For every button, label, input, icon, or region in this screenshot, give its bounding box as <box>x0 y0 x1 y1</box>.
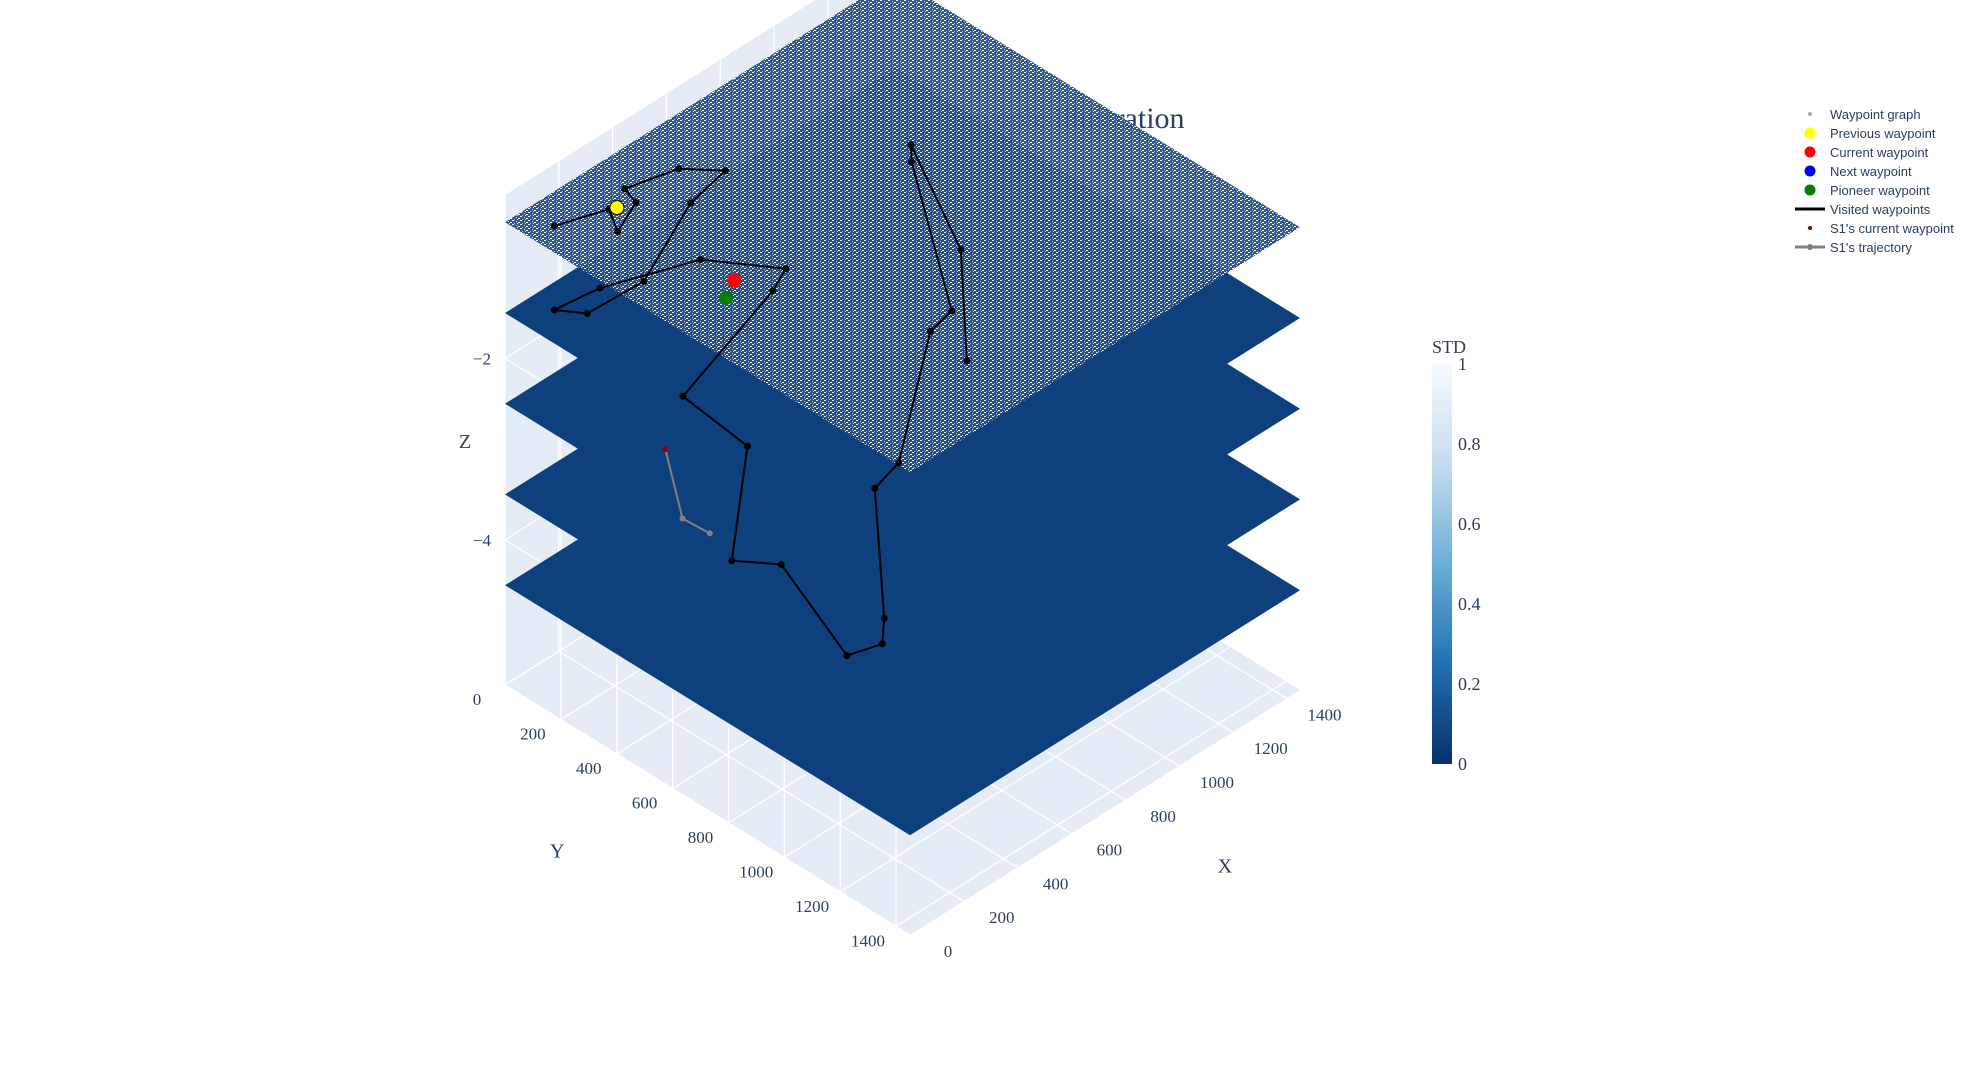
colorbar-gradient <box>1432 364 1452 764</box>
visited-waypoint-marker <box>743 442 751 450</box>
x-tick-label: 1400 <box>1308 705 1342 724</box>
colorbar-tick-label: 0.4 <box>1458 594 1481 614</box>
legend-marker <box>1804 127 1816 139</box>
visited-waypoint-marker <box>550 306 558 314</box>
legend-label: Current waypoint <box>1830 145 1929 160</box>
visited-waypoint-marker <box>878 640 886 648</box>
visited-waypoint-marker <box>550 222 558 230</box>
previous-waypoint-marker <box>609 200 625 216</box>
x-tick-label: 400 <box>1043 874 1069 893</box>
visited-waypoint-marker <box>728 557 736 565</box>
y-tick-label: 400 <box>576 759 602 778</box>
colorbar-title: STD <box>1432 337 1466 357</box>
x-tick-label: 0 <box>944 942 953 961</box>
legend-marker-dot <box>1807 244 1813 250</box>
legend[interactable]: Waypoint graph Previous waypoint Current w… <box>1795 107 1954 255</box>
visited-waypoint-marker <box>908 158 916 166</box>
legend-item[interactable]: Waypoint graph <box>1808 107 1921 122</box>
legend-marker <box>1804 165 1816 177</box>
legend-item[interactable]: S1's current waypoint <box>1808 221 1954 236</box>
x-tick-label: 1000 <box>1200 773 1234 792</box>
colorbar-tick-label: 0.2 <box>1458 674 1481 694</box>
visited-waypoint-marker <box>926 327 934 335</box>
y-tick-label: 1200 <box>795 897 829 916</box>
pioneer-waypoint-marker <box>719 290 734 305</box>
colorbar-tick-label: 0.8 <box>1458 434 1481 454</box>
y-tick-label: 0 <box>473 690 482 709</box>
visited-waypoint-marker <box>948 307 956 315</box>
x-tick-label: 600 <box>1097 841 1123 860</box>
visited-waypoint-marker <box>721 167 729 175</box>
legend-marker <box>1804 184 1816 196</box>
y-axis-title: Y <box>550 841 564 863</box>
legend-label: Next waypoint <box>1830 164 1912 179</box>
visited-waypoint-marker <box>871 484 879 492</box>
y-tick-label: 600 <box>632 793 658 812</box>
legend-marker <box>1808 112 1812 116</box>
legend-label: Pioneer waypoint <box>1830 183 1930 198</box>
visited-waypoint-marker <box>679 392 687 400</box>
s1-trajectory-marker <box>679 515 686 522</box>
colorbar: STD 0 0.2 0.4 0.6 0.8 1 <box>1432 337 1481 774</box>
visited-waypoint-marker <box>777 560 785 568</box>
visited-waypoint-marker <box>843 652 851 660</box>
z-tick-label: −4 <box>473 531 492 550</box>
visited-waypoint-marker <box>957 246 965 254</box>
s1-trajectory-marker <box>706 530 713 537</box>
visited-waypoint-marker <box>632 199 640 207</box>
visited-waypoint-marker <box>596 284 604 292</box>
legend-marker <box>1804 146 1816 158</box>
y-tick-label: 800 <box>688 828 714 847</box>
visited-path-line <box>550 144 968 657</box>
y-tick-label: 200 <box>520 724 546 743</box>
x-tick-label: 200 <box>989 908 1015 927</box>
s1-current-waypoint-marker <box>662 446 669 453</box>
visited-waypoint-marker <box>907 141 915 149</box>
legend-item[interactable]: Next waypoint <box>1804 164 1913 179</box>
legend-marker <box>1808 226 1812 230</box>
y-tick-label: 1000 <box>739 862 773 881</box>
visited-waypoint-marker <box>675 165 683 173</box>
x-tick-label: 800 <box>1150 807 1176 826</box>
legend-label: Waypoint graph <box>1830 107 1921 122</box>
legend-label: Visited waypoints <box>1830 202 1931 217</box>
visited-waypoint-marker <box>880 614 888 622</box>
x-axis-title: X <box>1218 856 1233 878</box>
surface-layer <box>505 0 1300 473</box>
legend-label: S1's current waypoint <box>1830 221 1954 236</box>
current-waypoint-marker <box>727 273 742 288</box>
visited-waypoint-marker <box>621 185 629 193</box>
legend-label: Previous waypoint <box>1830 126 1936 141</box>
visited-waypoint-marker <box>640 277 648 285</box>
visited-waypoint-marker <box>614 227 622 235</box>
legend-label: S1's trajectory <box>1830 240 1912 255</box>
axis-ticks: 0 200 400 600 800 1000 1200 1400 0 200 400 600 800 10… <box>459 349 1342 961</box>
visited-waypoint-marker <box>697 256 705 264</box>
z-axis-title: Z <box>459 431 471 453</box>
colorbar-tick-label: 1 <box>1458 354 1467 374</box>
visited-waypoint-marker <box>963 357 971 365</box>
legend-item[interactable]: S1's trajectory <box>1795 240 1912 255</box>
visited-waypoint-marker <box>687 199 695 207</box>
legend-item[interactable]: Previous waypoint <box>1804 126 1936 141</box>
z-tick-label: −2 <box>473 349 491 368</box>
legend-item[interactable]: Current waypoint <box>1804 145 1929 160</box>
x-tick-label: 1200 <box>1254 739 1288 758</box>
y-tick-label: 1400 <box>851 931 885 950</box>
scene-3d[interactable]: 0 200 400 600 800 1000 1200 1400 0 200 400 600 800 10… <box>459 0 1342 961</box>
visited-waypoint-marker <box>583 309 591 317</box>
colorbar-tick-label: 0.6 <box>1458 514 1481 534</box>
legend-item[interactable]: Pioneer waypoint <box>1804 183 1931 198</box>
colorbar-tick-label: 0 <box>1458 754 1467 774</box>
visited-waypoint-marker <box>782 265 790 273</box>
legend-item[interactable]: Visited waypoints <box>1795 202 1931 217</box>
visited-waypoint-marker <box>895 459 903 467</box>
visited-waypoint-marker <box>769 287 777 295</box>
